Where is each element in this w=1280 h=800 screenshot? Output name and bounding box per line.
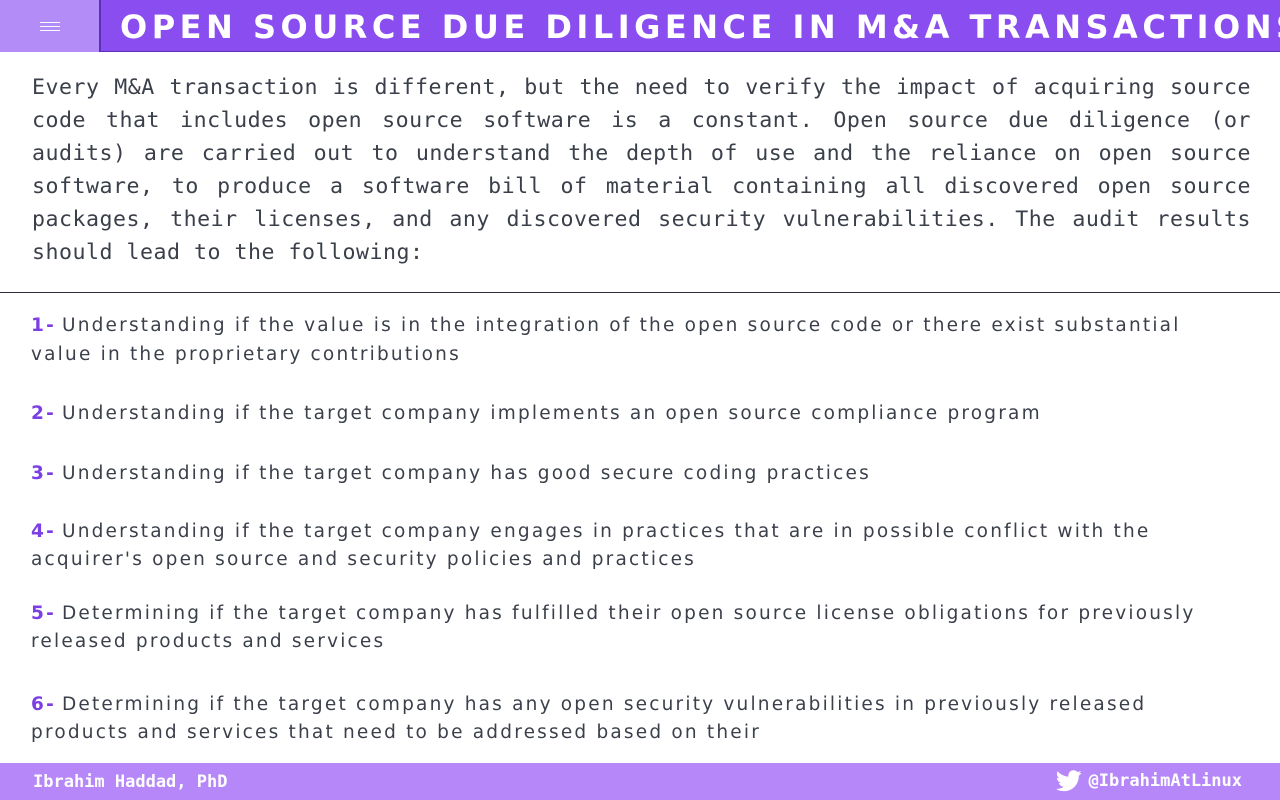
page-title: OPEN SOURCE DUE DILIGENCE IN M&A TRANSAC…: [120, 8, 1280, 46]
list-item: 5- Determining if the target company has …: [31, 600, 1231, 656]
item-text: Understanding if the target company enga…: [31, 521, 1151, 570]
item-text: Understanding if the target company impl…: [61, 403, 1042, 424]
list-item: 4- Understanding if the target company en…: [31, 518, 1231, 574]
twitter-icon: [1056, 770, 1083, 792]
list-item: 6- Determining if the target company has …: [31, 691, 1231, 747]
list-item: 3- Understanding if the target company ha…: [31, 459, 1231, 488]
item-number: 1-: [31, 315, 56, 336]
intro-paragraph: Every M&A transaction is different, but …: [32, 75, 1251, 265]
item-text: Understanding if the value is in the int…: [31, 315, 1181, 365]
header-bar: OPEN SOURCE DUE DILIGENCE IN M&A TRANSAC…: [0, 0, 1280, 52]
item-text: Determining if the target company has an…: [31, 694, 1147, 743]
list-item: 2- Understanding if the target company im…: [31, 399, 1231, 428]
item-number: 6-: [31, 694, 56, 715]
menu-button[interactable]: [0, 0, 101, 52]
item-number: 3-: [31, 463, 56, 484]
hamburger-menu-icon[interactable]: [39, 21, 60, 31]
item-number: 5-: [31, 603, 56, 624]
item-text: Understanding if the target company has …: [61, 463, 871, 484]
section-divider: [0, 292, 1280, 293]
item-number: 4-: [31, 521, 56, 542]
item-number: 2-: [31, 403, 56, 424]
footer-bar: Ibrahim Haddad, PhD @IbrahimAtLinux: [0, 763, 1280, 800]
author-name: Ibrahim Haddad, PhD: [33, 772, 228, 792]
twitter-handle[interactable]: @IbrahimAtLinux: [1088, 771, 1242, 791]
social-link[interactable]: @IbrahimAtLinux: [1056, 770, 1242, 792]
list-item: 1- Understanding if the value is in the i…: [31, 311, 1231, 369]
item-text: Determining if the target company has fu…: [31, 603, 1196, 652]
